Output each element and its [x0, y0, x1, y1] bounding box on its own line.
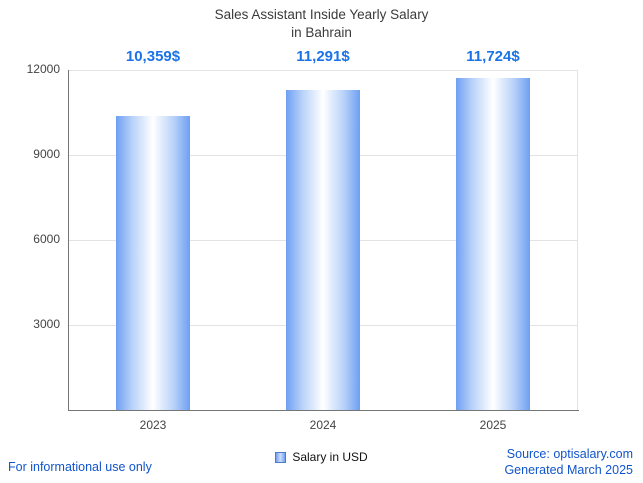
plot-right-border	[577, 70, 578, 410]
bar-value-label: 11,291$	[296, 48, 350, 65]
legend-swatch-icon	[275, 451, 287, 463]
disclaimer-text: For informational use only	[8, 460, 152, 474]
bar-value-label: 11,724$	[466, 48, 520, 65]
x-axis-label: 2023	[139, 418, 167, 432]
grid-line	[68, 70, 578, 71]
bar-2024[interactable]	[286, 90, 360, 410]
y-axis-line	[68, 70, 69, 410]
legend: Salary in USD	[0, 450, 643, 464]
chart-title-line1: Sales Assistant Inside Yearly Salary	[214, 7, 429, 22]
source-link[interactable]: Source: optisalary.com	[506, 447, 633, 461]
x-axis-line	[68, 410, 579, 411]
generated-date: Generated March 2025	[504, 463, 633, 477]
x-axis-label: 2024	[309, 418, 337, 432]
y-axis-tick-label: 9000	[33, 147, 60, 161]
chart-title: Sales Assistant Inside Yearly Salary in …	[0, 6, 643, 41]
source-block: Source: optisalary.com Generated March 2…	[504, 446, 633, 478]
y-axis-tick-label: 6000	[33, 232, 60, 246]
bar-value-label: 10,359$	[125, 48, 181, 65]
legend-label: Salary in USD	[292, 450, 368, 464]
chart-title-line2: in Bahrain	[291, 24, 352, 40]
bar-2023[interactable]	[116, 116, 190, 410]
x-axis-label: 2025	[479, 418, 507, 432]
bar-2025[interactable]	[456, 77, 530, 410]
y-axis-tick-label: 3000	[33, 317, 60, 331]
y-axis-tick-label: 12000	[26, 62, 60, 76]
